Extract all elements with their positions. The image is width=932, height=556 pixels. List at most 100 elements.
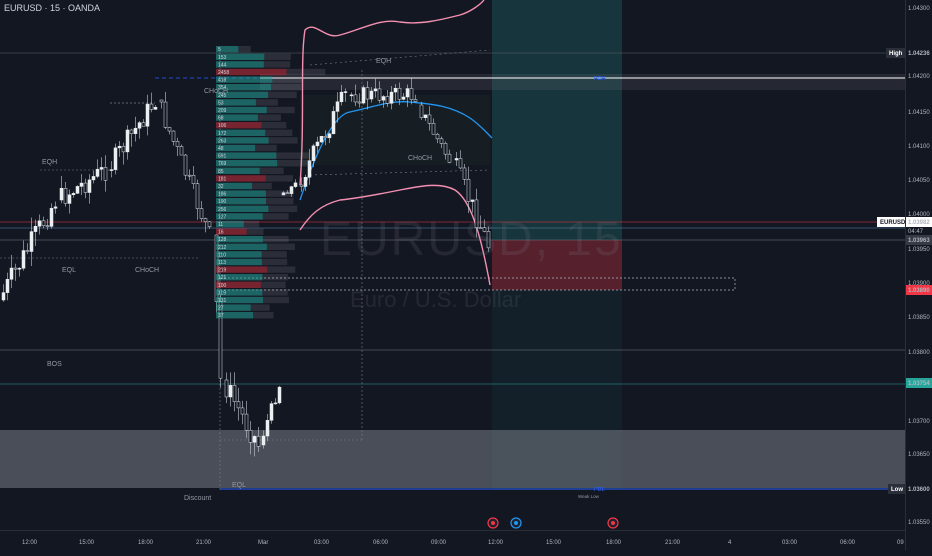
- volume-profile-label: 190: [218, 199, 227, 205]
- candle-body: [443, 143, 448, 155]
- candle-body: [478, 227, 483, 229]
- volume-profile-bar-secondary: [238, 46, 251, 53]
- price-tick: 1.04300: [908, 6, 930, 12]
- volume-profile-bar-secondary: [268, 137, 298, 144]
- volume-profile-bar: [216, 296, 264, 304]
- candle-body: [125, 129, 130, 153]
- volume-profile-bar: [216, 281, 261, 288]
- volume-profile-bar: [216, 312, 254, 319]
- current-price-tag-bg: [906, 217, 932, 227]
- time-tick: 06:00: [373, 540, 389, 546]
- volume-profile-bar-secondary: [264, 53, 291, 60]
- candle-body: [357, 101, 362, 104]
- volume-profile-bar-secondary: [266, 106, 295, 114]
- candle-body: [462, 167, 467, 180]
- volume-profile-bar: [216, 304, 251, 311]
- candle-body: [431, 123, 436, 135]
- grey-price-tag-bg: [906, 235, 932, 245]
- price-axis[interactable]: 1.04300 1.04200 1.04150 1.04100 1.04050 1.040…: [905, 0, 932, 550]
- candle-body: [121, 145, 126, 153]
- time-tick: 09:00: [431, 540, 447, 546]
- event-dividend-icon-dot: [514, 521, 518, 525]
- candle-body: [21, 250, 26, 269]
- volume-profile-bar-secondary: [263, 296, 289, 304]
- candle-body: [273, 402, 278, 405]
- event-dividend-icon: [510, 517, 522, 529]
- volume-profile-bar: [216, 106, 267, 114]
- green-price-tag: 1.03754: [908, 381, 930, 387]
- volume-profile-bar: [216, 289, 263, 296]
- candle-body: [145, 103, 150, 127]
- time-tick: 03:00: [314, 540, 330, 546]
- volume-profile-bar-secondary: [255, 144, 277, 152]
- volume-profile-label: 256: [218, 207, 227, 213]
- candle-body: [311, 145, 316, 161]
- candle-body: [486, 231, 491, 249]
- candle-body: [435, 133, 440, 140]
- price-tick: 1.03700: [908, 419, 930, 425]
- candle-body: [99, 167, 104, 170]
- event-news-icon: [607, 517, 619, 529]
- candle-body: [141, 122, 146, 127]
- candle-body: [41, 220, 46, 226]
- volume-profile-label: 354: [218, 85, 227, 91]
- candle-body: [224, 379, 229, 398]
- volume-profile-bar: [216, 76, 273, 83]
- candle-body: [261, 435, 266, 446]
- chart-plot-area[interactable]: 5 153 144 2458 418 354 245 53 209 68 106 172 263 48 69…: [0, 0, 905, 530]
- volume-profile-bar: [216, 137, 269, 144]
- upper-envelope: [299, 0, 485, 186]
- candle-body: [303, 177, 308, 187]
- time-axis[interactable]: 12:00 15:00 18:00 21:00 Mar 03:00 06:00 09:00 12…: [0, 530, 905, 551]
- high-price-tag-bg: [906, 48, 932, 58]
- time-tick: 4: [728, 540, 732, 546]
- candle-body: [109, 169, 114, 171]
- time-tick: 18:00: [606, 540, 622, 546]
- candle-body: [265, 420, 270, 437]
- candle-body: [343, 91, 348, 93]
- volume-profile-label: 131: [218, 298, 227, 304]
- target-zone: [492, 0, 622, 240]
- volume-profile-bar: [216, 91, 269, 98]
- candle-body: [59, 188, 64, 201]
- volume-profile-label: 153: [218, 55, 227, 61]
- volume-profile-bar-secondary: [286, 68, 326, 76]
- candle-body: [228, 385, 233, 398]
- candle-body: [71, 193, 76, 196]
- high-price-tag: 1.04236: [908, 51, 930, 57]
- volume-profile-bar-secondary: [266, 198, 294, 205]
- candle-body: [349, 94, 354, 97]
- order-block: [300, 95, 490, 165]
- candle-body: [397, 87, 402, 100]
- volume-profile-bar-secondary: [276, 152, 310, 159]
- symbol-header[interactable]: EURUSD · 15 · OANDA: [4, 3, 101, 13]
- bos-label: BOS: [47, 361, 62, 368]
- candle-body: [381, 96, 386, 101]
- candle-body: [163, 101, 168, 128]
- volume-profile-bar-secondary: [259, 167, 284, 174]
- time-tick: 12:00: [22, 540, 38, 546]
- candle-body: [129, 129, 134, 134]
- low-label-tag-bg: [888, 484, 905, 494]
- volume-profile-label: 212: [218, 245, 227, 251]
- time-tick: 09: [897, 540, 904, 546]
- price-tick: 1.03950: [908, 247, 930, 253]
- volume-profile-bar-secondary: [270, 84, 302, 91]
- candle-body: [49, 208, 54, 227]
- volume-profile-label: 5: [218, 47, 221, 53]
- volume-profile-label: 106: [218, 123, 227, 129]
- time-tick: Mar: [258, 540, 268, 546]
- price-axis-labels: 1.04300 1.04200 1.04150 1.04100 1.04050 1.040…: [906, 6, 932, 526]
- candle-body: [307, 160, 312, 178]
- candle-body: [285, 192, 290, 194]
- candle-body: [199, 208, 204, 219]
- candle-body: [458, 158, 463, 169]
- volume-profile-bar: [216, 251, 262, 258]
- volume-profile-bar: [216, 122, 262, 129]
- volume-profile-label: 32: [218, 184, 224, 190]
- volume-profile-bar-secondary: [265, 129, 293, 136]
- eqh-top-label: EQH: [376, 58, 391, 65]
- price-tick: 1.03850: [908, 315, 930, 321]
- candle-body: [240, 407, 245, 415]
